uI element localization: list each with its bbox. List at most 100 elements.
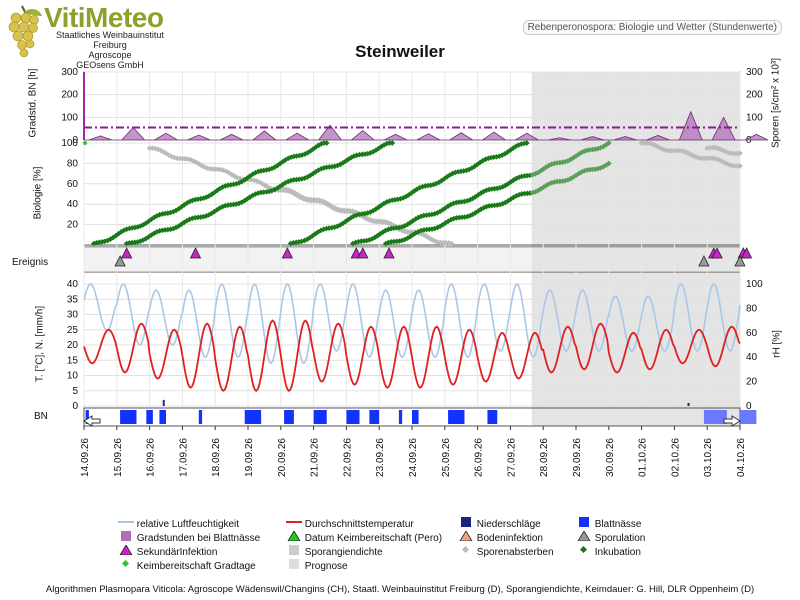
blattnaesse-bar bbox=[412, 410, 419, 424]
legend-square-icon bbox=[121, 531, 131, 541]
legend-label: Bodeninfektion bbox=[476, 533, 543, 544]
rh-tick-label: 60 bbox=[746, 328, 758, 339]
nav-right-arrow bbox=[723, 415, 741, 427]
legend-label: Niederschläge bbox=[476, 519, 541, 530]
blattnaesse-bar bbox=[487, 410, 498, 424]
sekundaerinfektion-marker bbox=[120, 247, 133, 259]
legend-item: Sporenabsterben bbox=[458, 545, 554, 558]
legend-triangle-icon bbox=[459, 530, 473, 542]
inkubation-curve bbox=[382, 160, 612, 247]
ereignis-label: Ereignis bbox=[12, 257, 49, 268]
blattnaesse-bar bbox=[703, 410, 727, 424]
date-tick-label: 30.09.26 bbox=[605, 438, 616, 477]
legend-square-icon bbox=[579, 517, 589, 527]
inkubation-point bbox=[523, 140, 530, 146]
date-tick-label: 19.09.26 bbox=[244, 438, 255, 477]
legend-label: Gradstunden bei Blattnässe bbox=[136, 533, 261, 544]
logo-subtitle: Staatliches Weinbauinstitut Freiburg Agr… bbox=[40, 30, 180, 70]
sporen-tick-label: 200 bbox=[746, 90, 763, 101]
legend-triangle-icon bbox=[577, 530, 591, 542]
inkubation-curve bbox=[350, 140, 612, 247]
legend-label: Keimbereitschaft Gradtage bbox=[136, 561, 256, 572]
sporenabsterben-point bbox=[448, 240, 455, 247]
nav-left-arrow bbox=[83, 415, 101, 427]
sekundaerinfektion-marker bbox=[281, 247, 294, 259]
date-tick-label: 03.10.26 bbox=[703, 438, 714, 477]
legend-label: SekundärInfektion bbox=[136, 547, 218, 558]
legend-item: relative Luftfeuchtigkeit bbox=[118, 517, 239, 530]
sekundaerinfektion-marker bbox=[740, 247, 753, 259]
legend-triangle-icon bbox=[287, 530, 301, 542]
legend-item: Gradstunden bei Blattnässe bbox=[118, 531, 260, 544]
legend-item: Blattnässe bbox=[576, 517, 641, 530]
blattnaesse-bar bbox=[244, 410, 262, 424]
temp-tick-label: 15 bbox=[67, 355, 79, 366]
date-tick-label: 23.09.26 bbox=[375, 438, 386, 477]
temp-tick-label: 30 bbox=[67, 310, 79, 321]
legend-item: SekundärInfektion bbox=[118, 544, 218, 558]
legend-square-icon bbox=[461, 517, 471, 527]
keimbereitschaft-point bbox=[83, 141, 87, 145]
rain-bar bbox=[687, 402, 690, 406]
legend-square-icon bbox=[289, 545, 299, 555]
date-tick-label: 14.09.26 bbox=[80, 438, 91, 477]
sporen-tick-label: 100 bbox=[746, 112, 763, 123]
grape-icon bbox=[8, 5, 42, 58]
temp-tick-label: 5 bbox=[72, 386, 78, 397]
blattnaesse-bar bbox=[146, 410, 153, 424]
legend-diamond-icon bbox=[579, 545, 588, 554]
date-tick-label: 16.09.26 bbox=[146, 438, 157, 477]
sporulation-marker bbox=[734, 255, 746, 267]
date-tick-label: 28.09.26 bbox=[539, 438, 550, 477]
date-tick-label: 26.09.26 bbox=[474, 438, 485, 477]
gradstd-tick-label: 100 bbox=[61, 112, 78, 123]
rh-tick-label: 80 bbox=[746, 303, 758, 314]
rain-bar bbox=[162, 399, 165, 406]
blattnaesse-bar bbox=[369, 410, 380, 424]
date-tick-label: 22.09.26 bbox=[342, 438, 353, 477]
sporen-tick-label: 300 bbox=[746, 67, 763, 78]
inkubation-curve bbox=[123, 140, 396, 247]
legend-item: Sporangiendichte bbox=[286, 545, 383, 558]
sporulation-marker bbox=[114, 255, 126, 267]
rh-tick-label: 40 bbox=[746, 352, 758, 363]
date-tick-label: 29.09.26 bbox=[572, 438, 583, 477]
legend: relative Luftfeuchtigkeit Durchschnittst… bbox=[118, 517, 678, 573]
legend-label: Prognose bbox=[304, 561, 348, 572]
date-tick-label: 01.10.26 bbox=[638, 438, 649, 477]
gradstd-tick-label: 200 bbox=[61, 90, 78, 101]
temp-tick-label: 35 bbox=[67, 294, 79, 305]
sporenabsterben-point bbox=[737, 150, 743, 157]
date-tick-label: 20.09.26 bbox=[277, 438, 288, 477]
legend-item: Durchschnittstemperatur bbox=[286, 517, 414, 530]
legend-item: Prognose bbox=[286, 559, 348, 572]
inkubation-point bbox=[605, 140, 612, 146]
station-title: Steinweiler bbox=[355, 42, 445, 61]
logo-line-2: Agroscope bbox=[88, 50, 132, 60]
vitimeteo-logo bbox=[4, 4, 44, 60]
legend-label: relative Luftfeuchtigkeit bbox=[136, 519, 240, 530]
sekundaerinfektion-marker bbox=[383, 247, 395, 259]
gradstd-area bbox=[84, 110, 769, 141]
biologie-tick-label: 80 bbox=[67, 158, 79, 169]
inkubation-point bbox=[605, 160, 612, 167]
inkubation-curve bbox=[91, 140, 330, 247]
legend-line-icon bbox=[286, 521, 302, 523]
legend-item: Inkubation bbox=[576, 545, 641, 558]
temp-tick-label: 10 bbox=[67, 371, 79, 382]
temp-tick-label: 0 bbox=[72, 401, 78, 412]
bn-axis-label: BN bbox=[34, 411, 48, 422]
legend-label: Sporangiendichte bbox=[304, 547, 383, 558]
footer-credits: Algorithmen Plasmopara Viticola: Agrosco… bbox=[45, 584, 755, 595]
biologie-tick-label: 60 bbox=[67, 179, 79, 190]
gradstd-tick-label: 300 bbox=[61, 67, 78, 78]
blattnaesse-bar bbox=[313, 410, 327, 424]
temperature-line bbox=[83, 319, 741, 392]
legend-item: Sporulation bbox=[576, 530, 645, 544]
sporenabsterben-curve bbox=[638, 140, 743, 169]
rh-tick-label: 0 bbox=[746, 401, 752, 412]
date-tick-label: 17.09.26 bbox=[178, 438, 189, 477]
sporenabsterben-curve bbox=[277, 186, 455, 247]
temp-tick-label: 25 bbox=[67, 325, 79, 336]
